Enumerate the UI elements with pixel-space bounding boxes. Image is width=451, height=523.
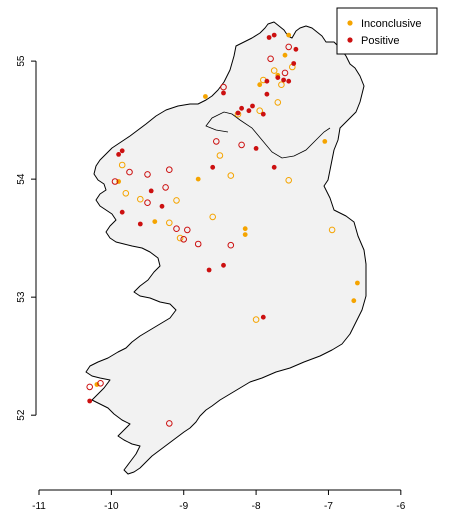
point-positive xyxy=(286,78,292,84)
point-positive xyxy=(293,46,299,52)
point-inconclusive xyxy=(137,195,144,203)
legend-box xyxy=(336,7,438,55)
point-positive xyxy=(210,164,216,170)
point-positive xyxy=(144,171,151,178)
point-inconclusive xyxy=(94,382,100,387)
point-positive xyxy=(266,35,272,40)
legend-label-positive: Positive xyxy=(361,35,400,47)
point-inconclusive xyxy=(285,177,293,184)
point-positive xyxy=(87,398,93,404)
point-positive xyxy=(227,241,235,249)
legend-label-inconclusive: Inconclusive xyxy=(361,18,422,30)
x-tick-label: -7 xyxy=(324,501,333,512)
point-inconclusive xyxy=(274,99,282,106)
point-positive xyxy=(220,83,227,91)
point-positive xyxy=(119,209,125,215)
legend-marker-positive xyxy=(347,37,353,43)
point-positive xyxy=(221,262,226,268)
point-positive xyxy=(213,138,220,145)
data-points xyxy=(86,32,360,427)
point-positive xyxy=(281,77,286,83)
point-positive xyxy=(116,152,121,157)
y-axis: 52 53 54 55 xyxy=(16,55,37,421)
legend: Inconclusive Positive xyxy=(336,7,438,55)
y-tick-label: 54 xyxy=(16,173,27,185)
x-axis: -11 -10 -9 -8 -7 -6 xyxy=(32,489,406,512)
point-positive xyxy=(267,55,274,63)
point-positive xyxy=(271,32,277,38)
point-inconclusive xyxy=(227,172,235,179)
point-inconclusive xyxy=(242,232,248,238)
x-tick-label: -6 xyxy=(396,501,405,512)
point-inconclusive xyxy=(256,107,264,114)
x-tick-label: -8 xyxy=(252,501,261,512)
point-positive xyxy=(166,420,173,427)
point-positive xyxy=(221,90,226,96)
point-positive xyxy=(194,240,202,248)
x-tick-label: -11 xyxy=(32,501,46,512)
point-inconclusive xyxy=(286,32,292,38)
point-positive xyxy=(119,148,125,154)
point-inconclusive xyxy=(122,190,130,197)
point-positive xyxy=(180,236,187,243)
point-inconclusive xyxy=(351,298,357,304)
point-positive xyxy=(250,103,255,109)
point-positive xyxy=(86,383,93,391)
point-positive xyxy=(235,110,241,116)
point-positive xyxy=(162,184,169,191)
point-positive xyxy=(239,105,245,111)
x-tick-label: -10 xyxy=(104,501,119,512)
point-inconclusive xyxy=(209,213,216,221)
y-tick-label: 53 xyxy=(16,291,27,303)
point-inconclusive xyxy=(257,82,263,88)
point-inconclusive xyxy=(166,219,173,227)
point-positive xyxy=(246,108,252,114)
inland-border-line xyxy=(205,111,331,159)
point-inconclusive xyxy=(203,94,208,99)
point-positive xyxy=(137,221,143,227)
legend-marker-inconclusive xyxy=(347,20,353,26)
point-positive xyxy=(260,314,266,320)
point-inconclusive xyxy=(328,226,336,234)
y-tick-label: 55 xyxy=(16,55,27,67)
point-inconclusive xyxy=(216,152,224,159)
point-positive xyxy=(264,78,270,84)
point-positive xyxy=(206,267,212,273)
point-inconclusive xyxy=(322,139,328,144)
point-positive xyxy=(271,164,277,170)
point-inconclusive xyxy=(118,161,126,169)
point-inconclusive xyxy=(270,67,278,74)
point-positive xyxy=(291,61,297,66)
point-positive xyxy=(285,43,293,51)
point-positive xyxy=(238,141,245,149)
point-inconclusive xyxy=(242,226,248,232)
point-positive xyxy=(281,69,289,77)
point-inconclusive xyxy=(282,52,288,58)
point-positive xyxy=(166,166,173,173)
point-inconclusive xyxy=(278,81,285,88)
point-inconclusive xyxy=(152,219,158,225)
point-inconclusive xyxy=(176,234,184,242)
point-inconclusive xyxy=(252,316,260,323)
point-positive xyxy=(260,111,266,117)
point-positive xyxy=(126,168,133,176)
point-inconclusive xyxy=(195,176,201,182)
point-positive xyxy=(184,226,191,234)
point-positive xyxy=(144,199,151,206)
x-tick-label: -9 xyxy=(179,501,188,512)
point-inconclusive xyxy=(173,197,180,204)
point-positive xyxy=(111,178,119,185)
y-tick-label: 52 xyxy=(16,409,27,421)
point-positive xyxy=(148,188,154,194)
point-positive xyxy=(253,146,259,151)
point-inconclusive xyxy=(355,280,360,286)
point-positive xyxy=(275,75,281,80)
point-positive xyxy=(159,203,165,209)
point-positive xyxy=(173,225,180,232)
point-positive xyxy=(264,91,270,97)
point-positive xyxy=(97,380,104,387)
